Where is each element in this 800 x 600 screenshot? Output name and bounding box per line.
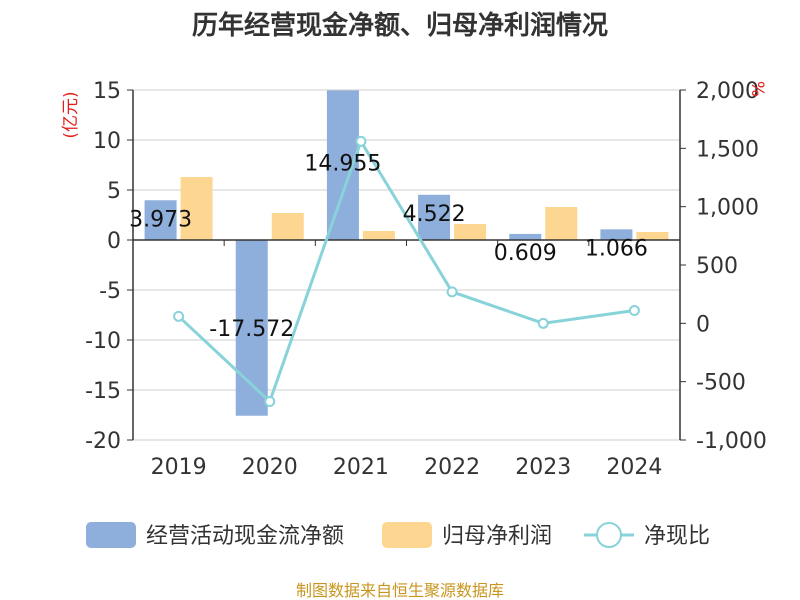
data-label-2023: 0.609 — [494, 241, 557, 266]
grid — [133, 89, 680, 441]
legend-label: 净现比 — [644, 524, 710, 549]
x-tick-label: 2024 — [606, 455, 662, 480]
y-right-tick-label: -500 — [696, 371, 746, 396]
x-tick-label: 2022 — [424, 455, 480, 480]
y-right-tick-label: -1,000 — [696, 429, 767, 454]
axes: 15 10 5 0 -5 -10 -15 -20 2,000 1,500 1,000 500 0 -500… — [85, 79, 767, 480]
ratio-line-path — [177, 137, 635, 405]
y-left-tick-label: -15 — [85, 379, 121, 404]
legend-swatch-net-profit — [382, 522, 432, 548]
y-left-tick-label: -5 — [99, 279, 121, 304]
bar-cashflow-2023 — [509, 233, 542, 240]
legend-label: 归母净利润 — [442, 524, 552, 549]
data-label-2021: 14.955 — [304, 151, 381, 176]
bar-cashflow-2024 — [600, 229, 633, 240]
bar-net-profit-2020 — [271, 213, 304, 240]
data-labels: 3.973 -17.572 14.955 4.522 0.609 1.066 — [129, 151, 648, 341]
ratio-line — [173, 135, 640, 407]
source-note: 制图数据来自恒生聚源数据库 — [296, 581, 504, 600]
y-left-unit: (亿元) — [61, 91, 81, 138]
chart-title: 历年经营现金净额、归母净利润情况 — [192, 10, 608, 41]
legend: 经营活动现金流净额 归母净利润 净现比 — [86, 522, 710, 549]
ratio-point-2022 — [446, 286, 458, 298]
y-left-tick-label: 5 — [107, 179, 121, 204]
y-left-tick-label: 10 — [93, 129, 121, 154]
data-label-2024: 1.066 — [585, 236, 648, 261]
bar-cashflow-2019 — [144, 200, 177, 240]
x-tick-label: 2019 — [151, 455, 207, 480]
y-right-tick-label: 2,000 — [696, 79, 759, 104]
ratio-point-2024 — [628, 305, 640, 316]
legend-swatch-marker — [596, 522, 622, 548]
legend-swatch-cashflow — [86, 522, 136, 548]
ratio-point-2023 — [537, 317, 549, 329]
data-label-2022: 4.522 — [403, 202, 466, 227]
y-left-tick-label: 0 — [107, 229, 121, 254]
y-left-tick-label: 15 — [93, 79, 121, 104]
y-right-tick-label: 500 — [696, 254, 738, 279]
bar-net-profit-2022 — [454, 224, 487, 240]
x-tick-label: 2023 — [515, 455, 571, 480]
bar-net-profit-2024 — [636, 232, 669, 240]
y-right-tick-label: 0 — [696, 312, 710, 337]
y-left-tick-label: -10 — [85, 329, 121, 354]
bar-net-profit-2019 — [180, 177, 213, 240]
ratio-point-2021 — [355, 135, 367, 147]
y-left-tick-label: -20 — [85, 429, 121, 454]
y-right-unit: % — [747, 81, 767, 97]
legend-label: 经营活动现金流净额 — [146, 524, 344, 549]
y-right-tick-label: 1,000 — [696, 196, 759, 221]
data-label-2020: -17.572 — [209, 317, 294, 342]
bar-net-profit-2021 — [362, 231, 395, 240]
bar-net-profit-2023 — [545, 207, 578, 240]
ratio-point-2019 — [173, 310, 185, 322]
bar-cashflow-2022 — [418, 194, 451, 240]
x-tick-label: 2020 — [242, 455, 298, 480]
x-tick-label: 2021 — [333, 455, 389, 480]
data-label-2019: 3.973 — [129, 207, 192, 232]
ratio-point-2020 — [264, 396, 276, 407]
y-right-tick-label: 1,500 — [696, 137, 759, 162]
